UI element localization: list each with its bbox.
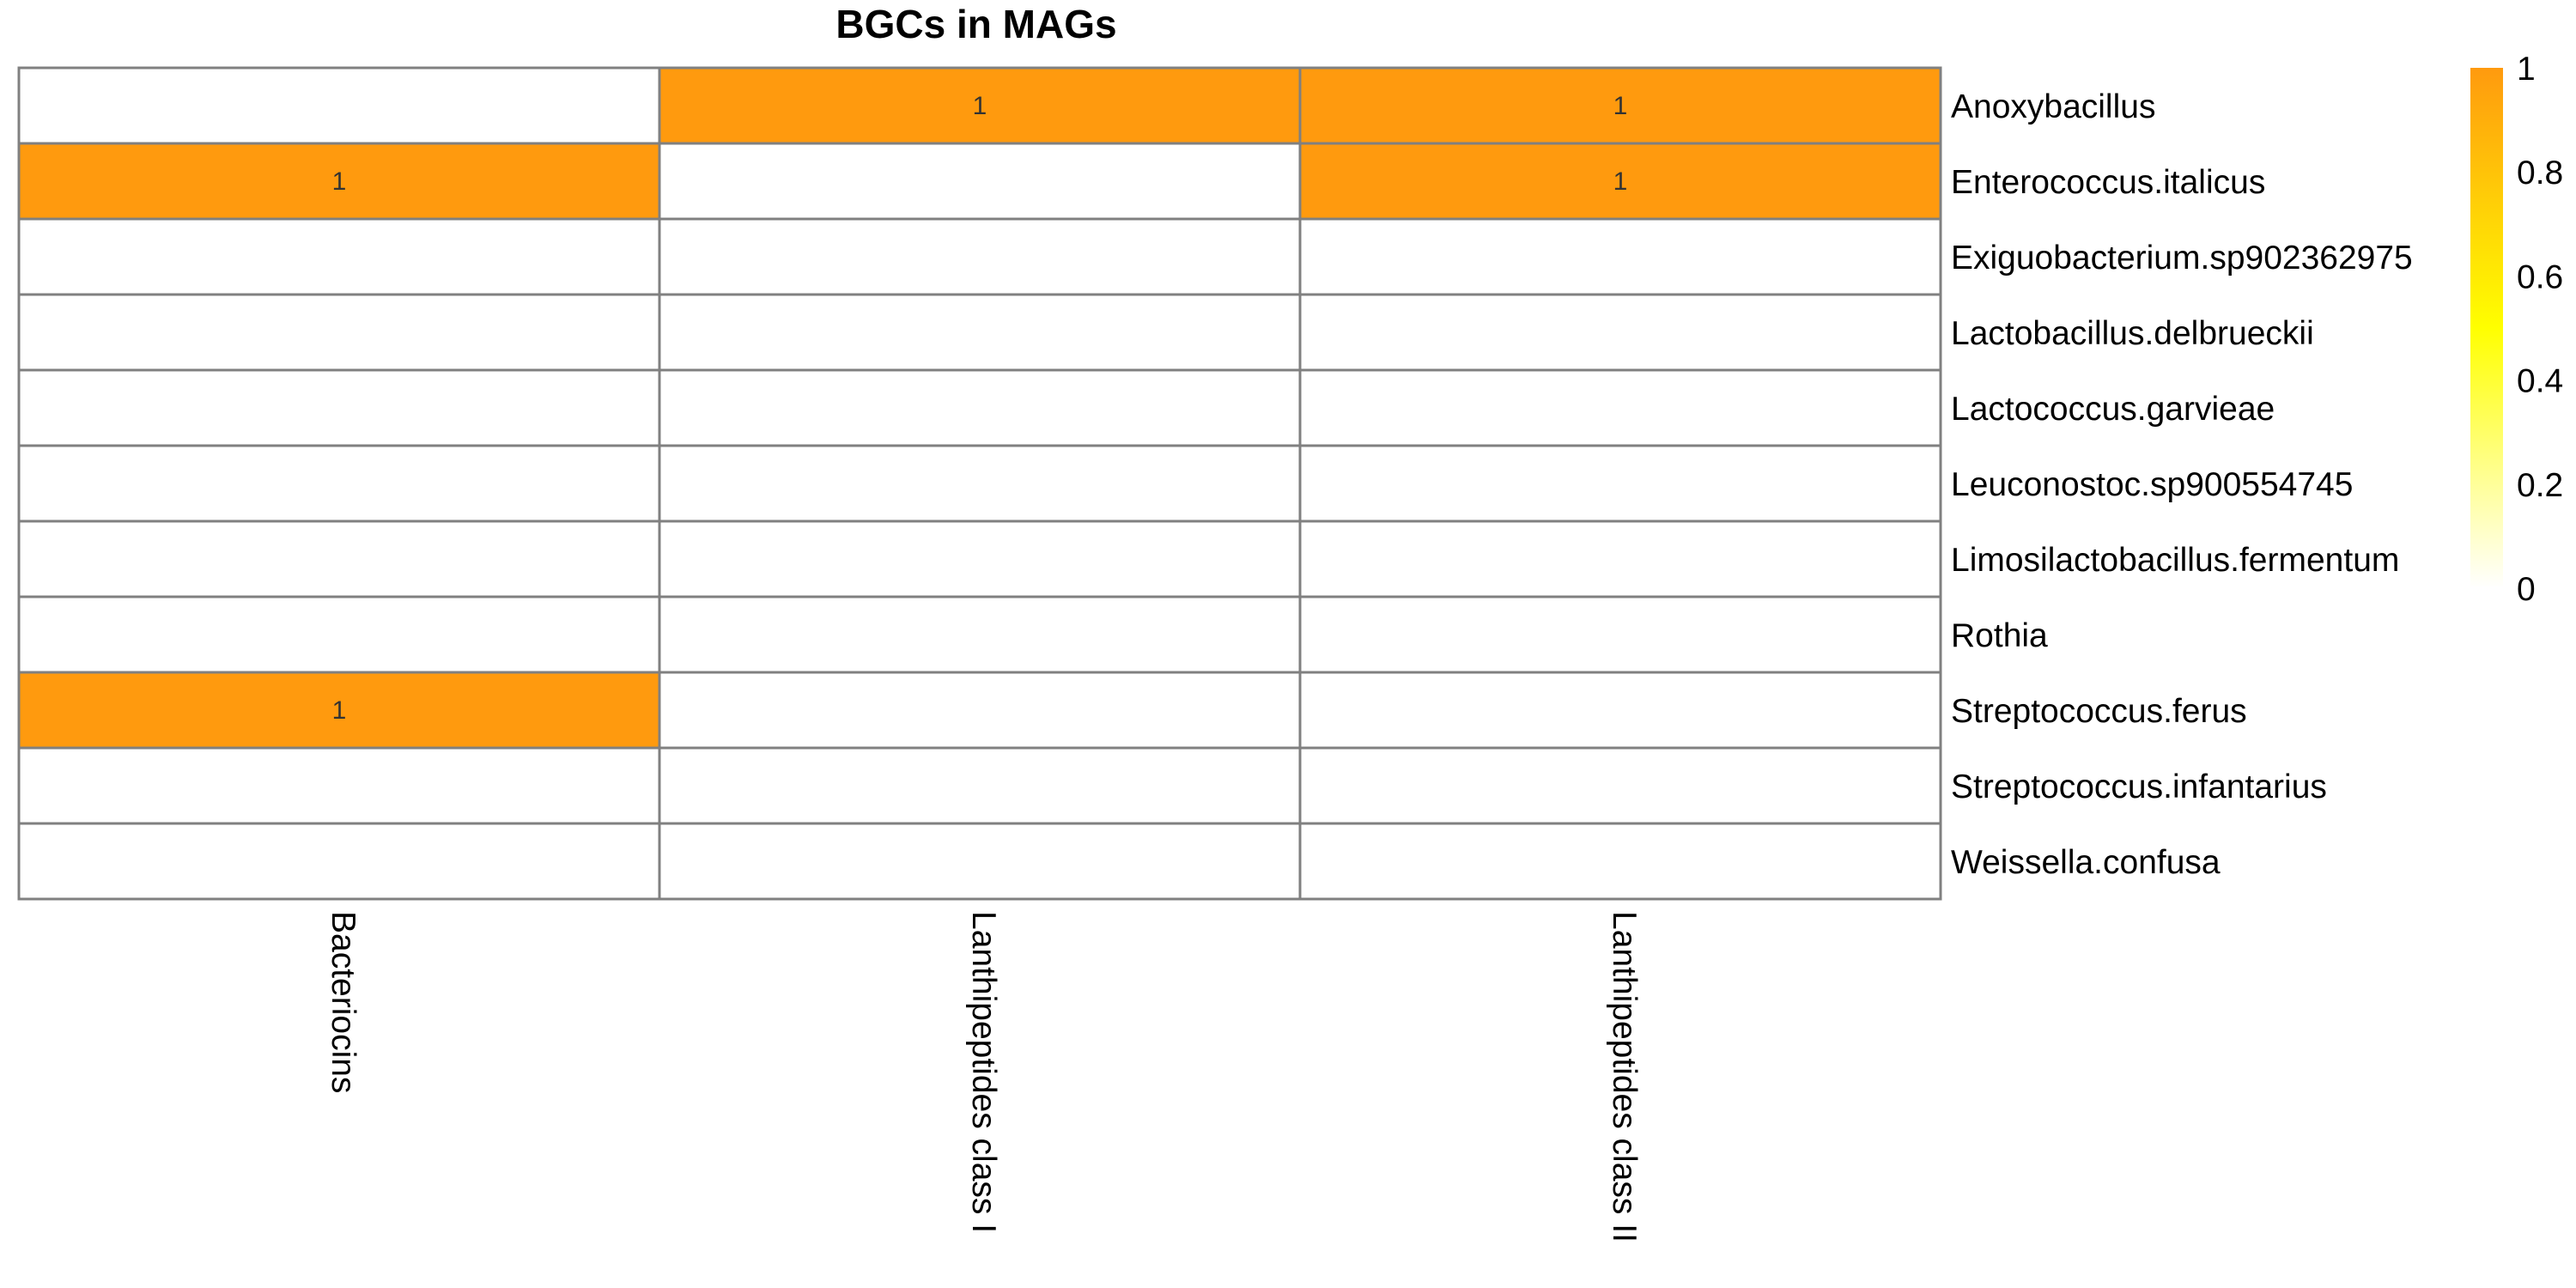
heatmap-cell: [17, 66, 661, 145]
legend-color-bar: [2470, 68, 2503, 588]
heatmap-cell: [1298, 746, 1942, 825]
cell-value-label: 1: [332, 696, 347, 725]
heatmap-cell: [17, 746, 661, 825]
heatmap-cell: [17, 595, 661, 674]
legend-tick-label: 1: [2517, 51, 2536, 88]
heatmap-cells: 1 1 1 1 1: [17, 66, 1942, 901]
column-label: Lanthipeptides class I: [965, 911, 1002, 1233]
row-label: Leuconostoc.sp900554745: [1951, 466, 2353, 503]
heatmap-cell: [17, 519, 661, 598]
heatmap-cell: [1298, 519, 1942, 598]
heatmap-cell: [17, 293, 661, 372]
row-label: Lactobacillus.delbrueckii: [1951, 315, 2314, 352]
heatmap-cell: [658, 519, 1302, 598]
heatmap-cell: [658, 368, 1302, 447]
cell-value-label: 1: [1613, 167, 1628, 196]
heatmap-cell: [17, 142, 661, 221]
heatmap-cell: [1298, 217, 1942, 296]
heatmap-cell: [1298, 444, 1942, 523]
row-label: Enterococcus.italicus: [1951, 164, 2265, 201]
row-label: Limosilactobacillus.fermentum: [1951, 542, 2399, 579]
cell-value-label: 1: [1613, 92, 1628, 120]
row-label: Streptococcus.ferus: [1951, 693, 2247, 730]
row-label: Exiguobacterium.sp902362975: [1951, 240, 2413, 276]
heatmap-cell: [17, 822, 661, 901]
row-label: Streptococcus.infantarius: [1951, 769, 2327, 805]
chart-title: BGCs in MAGs: [835, 2, 1116, 46]
heatmap-cell: [17, 368, 661, 447]
heatmap-cell: [658, 444, 1302, 523]
heatmap-cell: [1298, 142, 1942, 221]
row-label: Anoxybacillus: [1951, 88, 2155, 125]
heatmap-cell: [1298, 671, 1942, 750]
row-label: Lactococcus.garvieae: [1951, 391, 2275, 428]
column-labels: Bacteriocins Lanthipeptides class I Lanthi…: [325, 911, 1643, 1242]
heatmap-cell: [1298, 822, 1942, 901]
heatmap-cell: [658, 66, 1302, 145]
heatmap-cell: [658, 822, 1302, 901]
legend-tick-label: 0.6: [2517, 258, 2563, 295]
heatmap-cell: [658, 293, 1302, 372]
column-label: Bacteriocins: [325, 911, 361, 1093]
heatmap-cell: [17, 217, 661, 296]
heatmap-cell: [1298, 66, 1942, 145]
heatmap-cell: [1298, 293, 1942, 372]
legend-tick-label: 0: [2517, 571, 2536, 608]
column-label: Lanthipeptides class II: [1606, 911, 1643, 1242]
heatmap-cell: [658, 142, 1302, 221]
color-legend: 0 0.2 0.4 0.6 0.8 1: [2470, 51, 2563, 608]
heatmap-cell: [658, 595, 1302, 674]
cell-value-label: 1: [973, 92, 987, 120]
heatmap-cell: [17, 444, 661, 523]
legend-tick-label: 0.4: [2517, 363, 2563, 400]
row-labels: Anoxybacillus Enterococcus.italicus Exiguo…: [1951, 88, 2413, 881]
row-label: Weissella.confusa: [1951, 844, 2221, 881]
heatmap-cell: [658, 217, 1302, 296]
row-label: Rothia: [1951, 617, 2048, 654]
heatmap-cell: [658, 671, 1302, 750]
legend-tick-label: 0.8: [2517, 155, 2563, 191]
heatmap-cell: [658, 746, 1302, 825]
heatmap-cell: [1298, 595, 1942, 674]
cell-value-label: 1: [332, 167, 347, 196]
heatmap-cell: [1298, 368, 1942, 447]
legend-tick-label: 0.2: [2517, 467, 2563, 504]
